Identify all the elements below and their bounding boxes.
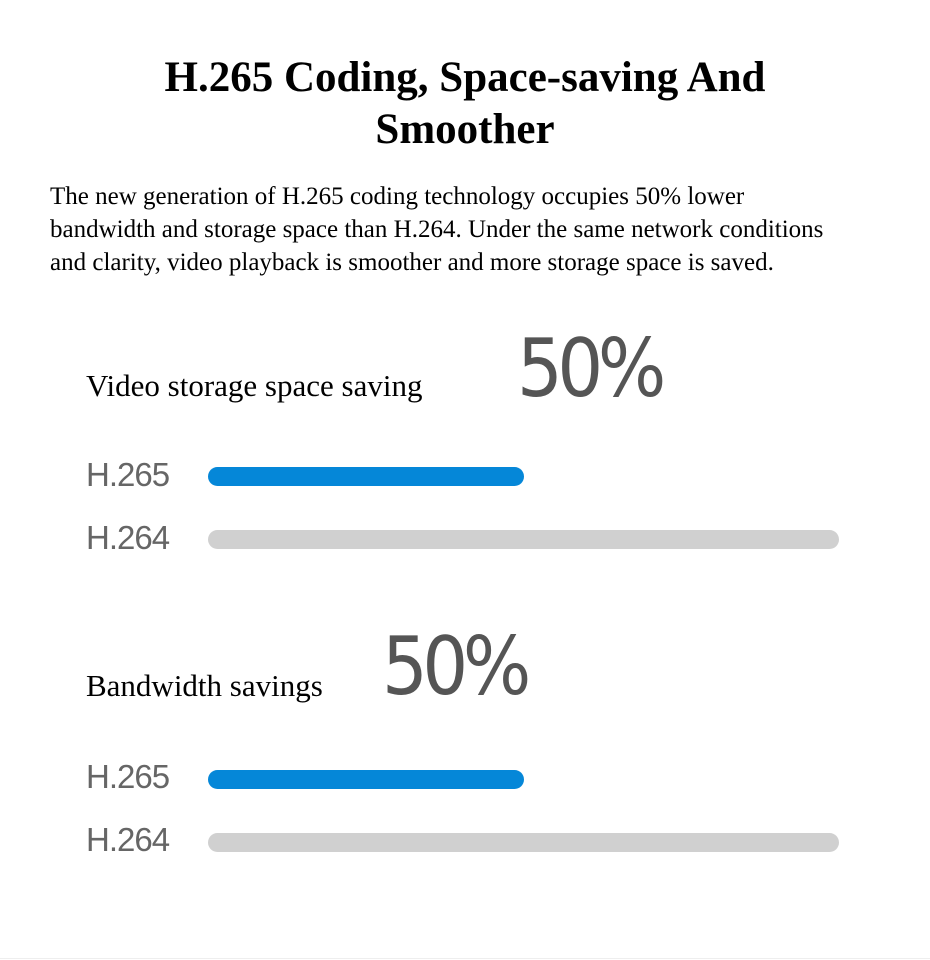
- bar-track: [208, 530, 839, 549]
- page-title: H.265 Coding, Space-saving And Smoother: [0, 52, 930, 156]
- bar-h265: [208, 770, 524, 789]
- tick-label: H.264: [86, 519, 170, 556]
- highlight-value: 50%: [517, 322, 666, 415]
- tick-label: H.264: [86, 821, 170, 858]
- description: The new generation of H.265 coding techn…: [50, 183, 824, 276]
- title-line-2: Smoother: [375, 106, 555, 153]
- title-line-1: H.265 Coding, Space-saving And: [164, 54, 766, 101]
- bar-h264: [208, 530, 839, 549]
- chart-title: Video storage space saving: [86, 368, 423, 403]
- divider: [0, 958, 930, 959]
- tick-label: H.265: [86, 456, 170, 493]
- bar-track: [208, 833, 839, 852]
- highlight-value: 50%: [382, 620, 531, 713]
- chart-title: Bandwidth savings: [86, 668, 323, 703]
- bar-h265: [208, 467, 524, 486]
- bar-track: [208, 770, 839, 789]
- bar-track: [208, 467, 839, 486]
- bar-h264: [208, 833, 839, 852]
- tick-label: H.265: [86, 758, 170, 795]
